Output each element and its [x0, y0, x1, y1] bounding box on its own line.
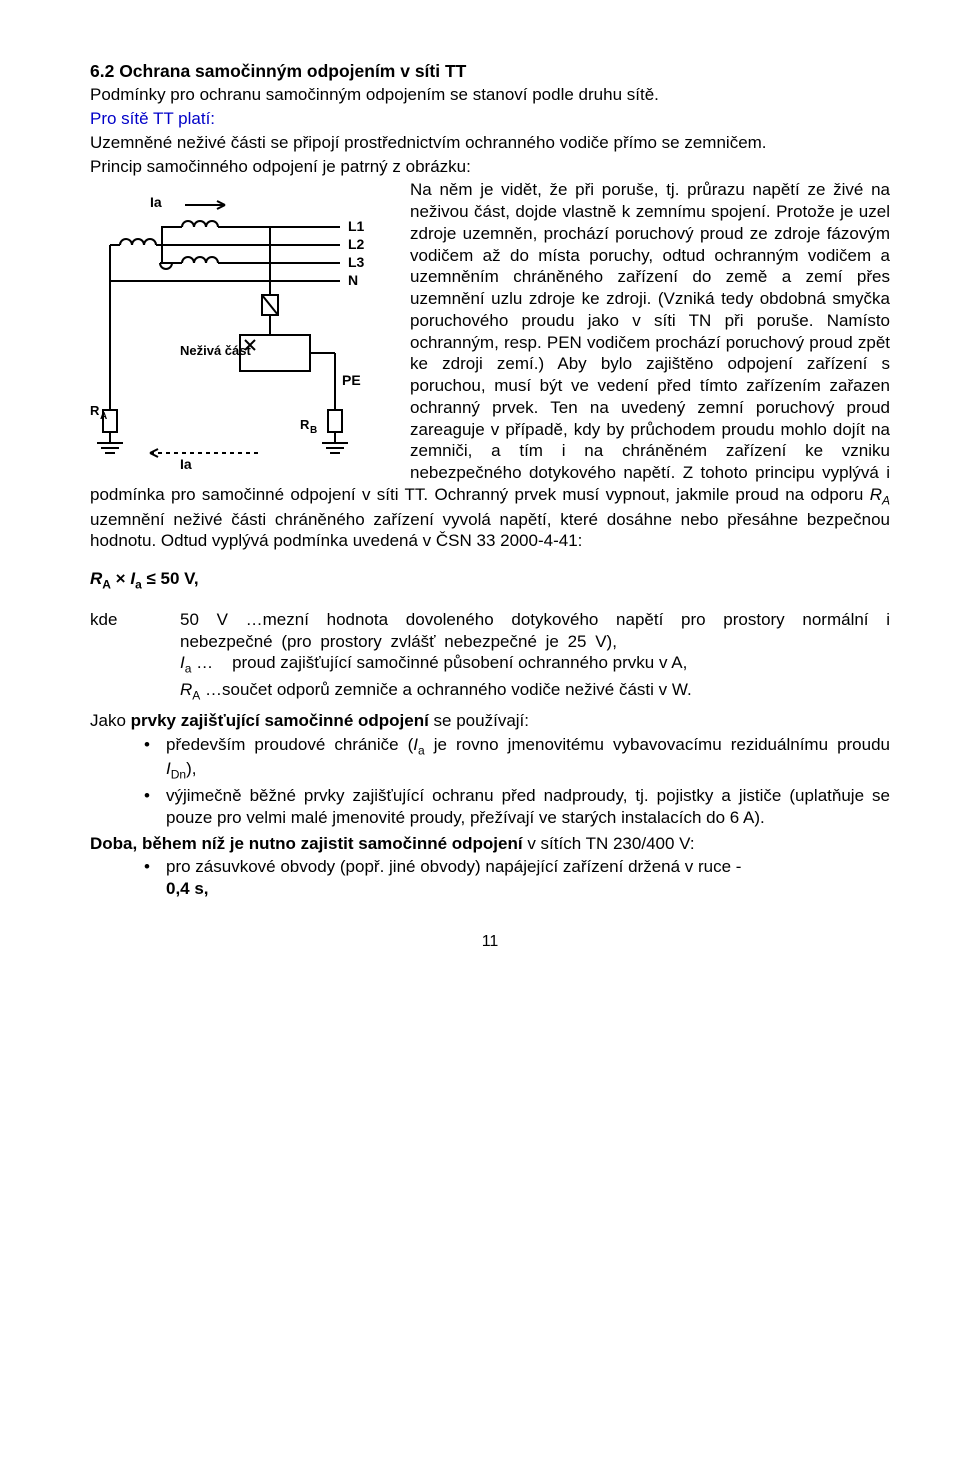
svg-text:R: R: [90, 403, 100, 418]
intro-text: Podmínky pro ochranu samočinným odpojení…: [90, 84, 890, 106]
doba-bold: Doba, během níž je nutno zajistit samoči…: [90, 834, 523, 853]
bul3b: 0,4 s,: [166, 879, 209, 898]
formula-leq: ≤ 50 V,: [142, 569, 199, 588]
kde3-txt: …součet odporů zemniče a ochranného vodi…: [200, 680, 691, 699]
bul1-i-sub: a: [418, 743, 425, 757]
svg-text:Ia: Ia: [180, 456, 192, 472]
kde2-dots: …: [191, 653, 213, 672]
bul1b: je rovno jmenovitému vybavovacímu rezidu…: [425, 735, 890, 754]
jako-tail: se používají:: [429, 711, 529, 730]
svg-text:Neživá část: Neživá část: [180, 343, 251, 358]
svg-text:R: R: [300, 417, 310, 432]
jako-bold: prvky zajišťující samočinné odpojení: [131, 711, 429, 730]
kde-label: kde: [90, 609, 180, 653]
bullet-1: především proudové chrániče (Ia je rovno…: [144, 734, 890, 784]
svg-text:L1: L1: [348, 218, 365, 234]
bul3a: pro zásuvkové obvody (popř. jiné obvody)…: [166, 857, 741, 876]
svg-text:B: B: [310, 425, 317, 436]
svg-text:Ia: Ia: [150, 194, 162, 210]
bul1a: především proudové chrániče (: [166, 735, 413, 754]
formula-ra-sub: A: [102, 578, 111, 592]
bul1c: ),: [186, 759, 196, 778]
ra-symbol: R: [870, 485, 882, 504]
svg-text:PE: PE: [342, 372, 361, 388]
doba-tail: v sítích TN 230/400 V:: [523, 834, 695, 853]
ra-sub: A: [882, 493, 890, 507]
formula-times: ×: [111, 569, 130, 588]
bullet-2: výjimečně běžné prvky zajišťující ochran…: [144, 785, 890, 829]
main-paragraph-b: uzemnění neživé části chráněného zařízen…: [90, 510, 890, 551]
kde-block: kde 50 V …mezní hodnota dovoleného dotyk…: [90, 609, 890, 704]
section-heading: 6.2 Ochrana samočinným odpojením v síti …: [90, 60, 890, 82]
jako-lead: Jako: [90, 711, 131, 730]
page-number: 11: [90, 932, 890, 952]
formula: RA × Ia ≤ 50 V,: [90, 568, 890, 593]
bullet-list-2: pro zásuvkové obvody (popř. jiné obvody)…: [90, 856, 890, 900]
kde-line-1: 50 V …mezní hodnota dovoleného dotykovéh…: [180, 609, 890, 653]
circuit-diagram: Ia L1 L2 L3 N Neživá: [90, 185, 400, 475]
bullet-3: pro zásuvkové obvody (popř. jiné obvody)…: [144, 856, 890, 900]
kde-line-3: RA …součet odporů zemniče a ochranného v…: [180, 679, 890, 704]
formula-ia-sub: a: [135, 578, 142, 592]
para-1: Uzemněné neživé části se připojí prostře…: [90, 132, 890, 154]
formula-ra: R: [90, 569, 102, 588]
doba-line: Doba, během níž je nutno zajistit samoči…: [90, 833, 890, 855]
pro-site-label: Pro sítě TT platí:: [90, 108, 890, 130]
kde2-txt: proud zajišťující samočinné působení och…: [232, 653, 687, 672]
kde-line-2: Ia … proud zajišťující samočinné působen…: [180, 652, 890, 677]
svg-text:L3: L3: [348, 254, 365, 270]
bullet-list-1: především proudové chrániče (Ia je rovno…: [90, 734, 890, 829]
svg-text:L2: L2: [348, 236, 365, 252]
svg-text:N: N: [348, 272, 358, 288]
kde3-sym: R: [180, 680, 192, 699]
bul1-idn-sub: Dn: [171, 768, 186, 782]
svg-text:A: A: [100, 411, 107, 422]
jako-line: Jako prvky zajišťující samočinné odpojen…: [90, 710, 890, 732]
para-2: Princip samočinného odpojení je patrný z…: [90, 156, 890, 178]
